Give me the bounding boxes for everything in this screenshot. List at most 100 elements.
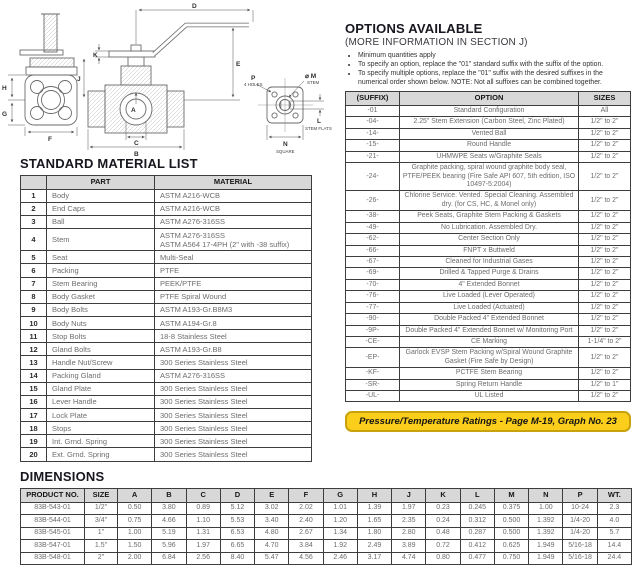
table-cell: 13 (20, 355, 47, 370)
table-cell: 1/2" to 1" (578, 378, 631, 392)
table-cell: 2.40 (288, 514, 324, 528)
dim-label-k: K (93, 52, 98, 59)
table-row: 83B-548-01 2" 2.00 6.84 2.56 8.40 5.47 4.56 2.46… (20, 551, 632, 566)
table-cell: 0.50 (116, 501, 153, 516)
table-row: -14- Vented Ball 1/2" to 2" (345, 127, 631, 141)
table-row: -UL- UL Listed 1/2" to 2" (345, 390, 631, 403)
table-cell: 0.412 (459, 539, 495, 553)
table-cell: UL Listed (399, 390, 579, 403)
table-row: 1 Body ASTM A216-WCB (20, 188, 312, 203)
table-cell: -62- (345, 233, 400, 246)
table-cell: 9 (20, 302, 47, 318)
table-cell: 83B-547-01 (20, 539, 85, 553)
bullet-item: To specify an option, replace the "01" s… (358, 60, 631, 69)
table-cell: 4.74 (391, 551, 427, 566)
table-cell: 4.56 (288, 551, 324, 566)
table-cell: -90- (345, 313, 400, 326)
table-row: 17 Lock Plate 300 Series Stainless Steel (20, 408, 312, 423)
table-cell: Int. Grnd. Spring (46, 434, 155, 449)
table-cell: 0.312 (459, 514, 495, 528)
table-cell: 0.72 (425, 539, 461, 553)
table-cell: 1.65 (356, 514, 393, 528)
table-row: 12 Gland Bolts ASTM A193-Gr.B8 (20, 342, 312, 357)
table-cell: 300 Series Stainless Steel (154, 421, 312, 436)
table-cell: 1/2" to 2" (578, 150, 631, 164)
table-cell: -70- (345, 278, 400, 292)
table-row: 14 Packing Gland ASTM A276-316SS (20, 368, 312, 383)
table-cell: 0.245 (459, 501, 495, 516)
table-cell: -04- (345, 116, 400, 129)
table-cell: 2.46 (322, 551, 358, 566)
table-cell: 1.00 (116, 526, 153, 541)
column-header: H (356, 488, 393, 503)
table-cell: 5.47 (254, 551, 290, 566)
table-cell: 1.80 (356, 526, 393, 541)
table-cell: ASTM A194-Gr.8 (154, 316, 312, 331)
table-row: -67- Cleaned for Industrial Gases 1/2" to … (345, 255, 631, 269)
table-row: -21- UHMWPE Seats w/Graphite Seals 1/2" to… (345, 150, 631, 164)
table-row: 10 Body Nuts ASTM A194-Gr.8 (20, 316, 312, 331)
table-cell: 2.35 (391, 514, 427, 528)
table-cell: Center Section Only (399, 233, 579, 246)
table-row: 8 Body Gasket PTFE Spiral Wound (20, 289, 312, 304)
table-cell: 0.500 (493, 526, 530, 541)
column-header: D (219, 488, 256, 503)
table-cell: 1.10 (185, 514, 221, 528)
table-cell: Body (46, 188, 155, 203)
table-cell: 4 (20, 228, 47, 252)
table-cell: 1/2" to 2" (578, 301, 631, 315)
table-cell: 0.375 (493, 501, 530, 516)
header-row: PART MATERIAL (20, 175, 312, 190)
table-cell: Graphite packing, spiral wound graphite … (399, 162, 579, 192)
table-cell: 6.84 (151, 551, 187, 566)
table-row: 20 Ext. Grnd. Spring 300 Series Stainless … (20, 447, 312, 462)
table-cell: Body Gasket (46, 289, 155, 304)
table-cell: 4.80 (254, 526, 290, 541)
table-cell: 4.0 (596, 514, 632, 528)
table-cell: 83B-545-01 (20, 526, 85, 541)
table-cell: 18-8 Stainless Steel (154, 329, 312, 344)
column-header: WT. (596, 488, 632, 503)
table-cell: Drilled & Tapped Purge & Drains (399, 267, 579, 280)
table-cell: 0.89 (185, 501, 221, 516)
table-cell: 0.23 (425, 501, 461, 516)
header-row: PRODUCT NO. SIZE A B C D E F G H J K L M N P WT. (20, 488, 632, 503)
column-header: MATERIAL (154, 175, 312, 190)
table-cell: Packing Gland (46, 368, 155, 383)
table-cell: 2.49 (356, 539, 393, 553)
table-cell: -14- (345, 127, 400, 141)
table-cell: 1/2" to 2" (578, 210, 631, 223)
table-cell: 5.96 (151, 539, 187, 553)
dim-note-stem-flats: STEM FLATS (305, 126, 332, 131)
table-cell: 5.12 (219, 501, 256, 516)
table-cell: -UL- (345, 390, 400, 403)
table-row: -SR- Spring Return Handle 1/2" to 1" (345, 378, 631, 392)
table-cell: 3.17 (356, 551, 393, 566)
table-cell: 1/4-20 (562, 514, 598, 528)
table-cell: 1/2" to 2" (578, 139, 631, 152)
table-cell: 4.70 (254, 539, 290, 553)
table-cell: Body Nuts (46, 316, 155, 331)
column-header: E (254, 488, 290, 503)
table-cell: -15- (345, 139, 400, 152)
table-cell: 11 (20, 329, 47, 344)
table-cell: 19 (20, 434, 47, 449)
table-cell: 14.4 (596, 539, 632, 553)
table-cell: 5.53 (219, 514, 256, 528)
dimensions-section: DIMENSIONS PRODUCT NO. SIZE A B C D E F G H J K L M N P… (20, 469, 632, 566)
table-cell: Gland Bolts (46, 342, 155, 357)
table-cell: 4.66 (151, 514, 187, 528)
table-row: -9P- Double Packed 4" Extended Bonnet w/ … (345, 324, 631, 337)
dim-label-f: F (48, 136, 52, 143)
table-cell: -38- (345, 210, 400, 223)
table-cell: 1.34 (322, 526, 358, 541)
table-cell: 0.80 (425, 551, 461, 566)
options-title: OPTIONS AVAILABLE (345, 21, 483, 36)
table-cell: End Caps (46, 201, 155, 216)
table-cell: 1/2" to 2" (578, 347, 631, 369)
column-header: PART (46, 175, 155, 190)
options-bullet-list: Minimum quantities applyTo specify an op… (358, 51, 631, 87)
column-header: L (459, 488, 495, 503)
dimensions-title: DIMENSIONS (20, 469, 105, 484)
dim-label-j: J (77, 76, 81, 83)
